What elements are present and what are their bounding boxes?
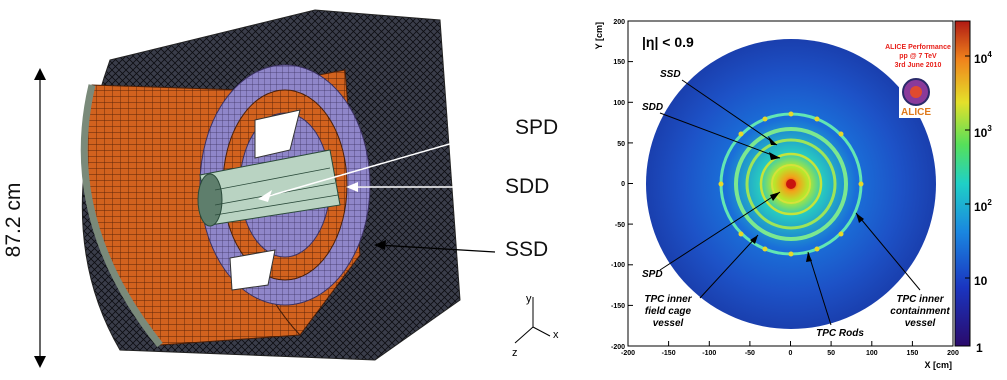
y-axis-title: Y [cm] xyxy=(594,22,604,49)
ytick-label: -100 xyxy=(611,262,625,269)
annotation-tpc-rods: TPC Rods xyxy=(816,328,864,339)
xtick-label: 50 xyxy=(827,350,835,357)
xtick-label: 150 xyxy=(907,350,919,357)
vertex-map-panel: -200 -150 -100 -50 0 50 100 150 200 200 … xyxy=(590,0,1007,375)
spd-inner-tube xyxy=(197,149,341,227)
xtick-label: -50 xyxy=(745,350,755,357)
spd-label: SPD xyxy=(515,116,558,139)
xtick-label: 0 xyxy=(789,350,793,357)
colorbar-label: 103 xyxy=(974,124,992,140)
alice-logo-text: ALICE xyxy=(901,107,931,118)
x-axis-title: X [cm] xyxy=(924,360,952,370)
alice-logo: ALICE xyxy=(899,72,937,118)
ytick-label: 50 xyxy=(617,141,625,148)
dimension-label: 87.2 cm xyxy=(2,183,25,258)
tpc-rod-dots xyxy=(718,111,864,257)
ytick-label: 100 xyxy=(613,100,625,107)
banner-line-3: 3rd June 2010 xyxy=(895,62,942,69)
ytick-label: 0 xyxy=(621,181,625,188)
annotation-containment: containment xyxy=(890,306,950,317)
ssd-label: SSD xyxy=(505,238,548,261)
annotation-field-cage: TPC inner xyxy=(644,294,692,305)
xtick-label: -200 xyxy=(621,350,635,357)
annotation-sdd: SDD xyxy=(642,102,663,113)
spd-arrow xyxy=(261,127,506,199)
ytick-label: 150 xyxy=(613,59,625,66)
colorbar-label: 102 xyxy=(974,198,992,214)
colorbar-label: 10 xyxy=(974,274,988,288)
colorbar-ticks xyxy=(965,55,970,279)
dimension-arrow xyxy=(34,68,46,368)
detector-drawing-panel: 87.2 cm SPD SDD SSD y x z xyxy=(2,9,559,368)
xtick-label: -150 xyxy=(662,350,676,357)
annotation-pointers xyxy=(659,79,921,326)
axis-x-label: x xyxy=(553,329,559,341)
colorbar-label: 1 xyxy=(976,341,983,355)
ytick-label: -150 xyxy=(611,303,625,310)
ytick-label: -50 xyxy=(615,222,625,229)
annotation-field-cage: field cage xyxy=(645,306,692,317)
annotation-containment: TPC inner xyxy=(896,294,944,305)
annotation-spd: SPD xyxy=(642,269,663,280)
annotation-containment: vessel xyxy=(905,318,936,329)
xtick-label: 200 xyxy=(947,350,959,357)
banner-line-2: pp @ 7 TeV xyxy=(899,53,937,60)
axis-z-label: z xyxy=(512,347,518,359)
xtick-label: 100 xyxy=(866,350,878,357)
ytick-label: -200 xyxy=(611,344,625,351)
annotation-ssd: SSD xyxy=(660,69,681,80)
ssd-arrow xyxy=(377,244,496,253)
annotation-field-cage: vessel xyxy=(653,318,684,329)
sdd-label: SDD xyxy=(505,175,549,198)
banner-line-1: ALICE Performance xyxy=(885,44,951,51)
eta-cut-label: |η| < 0.9 xyxy=(642,34,694,50)
xtick-label: -100 xyxy=(702,350,716,357)
beam-spot xyxy=(786,179,796,189)
axis-ticks xyxy=(627,20,954,347)
colorbar xyxy=(954,20,971,347)
colorbar-label: 104 xyxy=(974,50,992,66)
axis-y-label: y xyxy=(526,293,532,305)
ytick-label: 200 xyxy=(613,19,625,26)
axis-triad xyxy=(514,297,551,344)
